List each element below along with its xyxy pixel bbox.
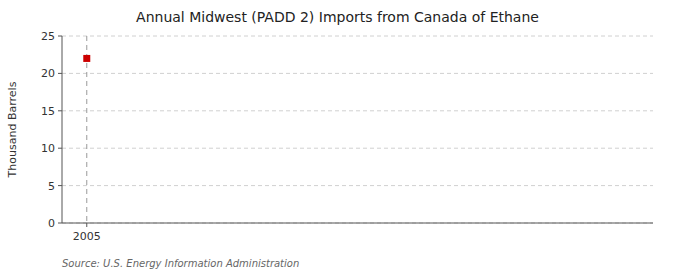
- grid-line: [62, 73, 653, 74]
- chart-svg: Annual Midwest (PADD 2) Imports from Can…: [0, 0, 675, 275]
- y-tick: [58, 36, 62, 37]
- grid-line: [62, 185, 653, 186]
- x-tick: [86, 223, 87, 227]
- grid-line: [62, 36, 653, 37]
- y-tick-label: 20: [41, 67, 55, 80]
- y-tick-label: 25: [41, 30, 55, 43]
- x-axis-line: [62, 223, 653, 224]
- y-tick: [58, 110, 62, 111]
- title: Annual Midwest (PADD 2) Imports from Can…: [136, 9, 539, 25]
- y-tick: [58, 73, 62, 74]
- marks: [83, 36, 90, 223]
- data-point: [83, 55, 90, 62]
- grid-line: [62, 223, 653, 224]
- y-tick-label: 0: [48, 217, 55, 230]
- reference-line: [86, 36, 87, 223]
- y-tick-label: 15: [41, 105, 55, 118]
- grid-line: [62, 148, 653, 149]
- x-tick-label: 2005: [73, 230, 101, 243]
- y-tick: [58, 185, 62, 186]
- axes: 0 5 10 15 20 25 2005: [41, 30, 653, 243]
- y-axis-line: [62, 36, 63, 223]
- y-tick: [58, 223, 62, 224]
- grid-line: [62, 110, 653, 111]
- chart-container: Annual Midwest (PADD 2) Imports from Can…: [0, 0, 675, 275]
- source-note: Source: U.S. Energy Information Administ…: [62, 258, 299, 269]
- y-axis-label: Thousand Barrels: [6, 81, 19, 178]
- y-tick: [58, 148, 62, 149]
- y-tick-label: 5: [48, 180, 55, 193]
- y-tick-label: 10: [41, 142, 55, 155]
